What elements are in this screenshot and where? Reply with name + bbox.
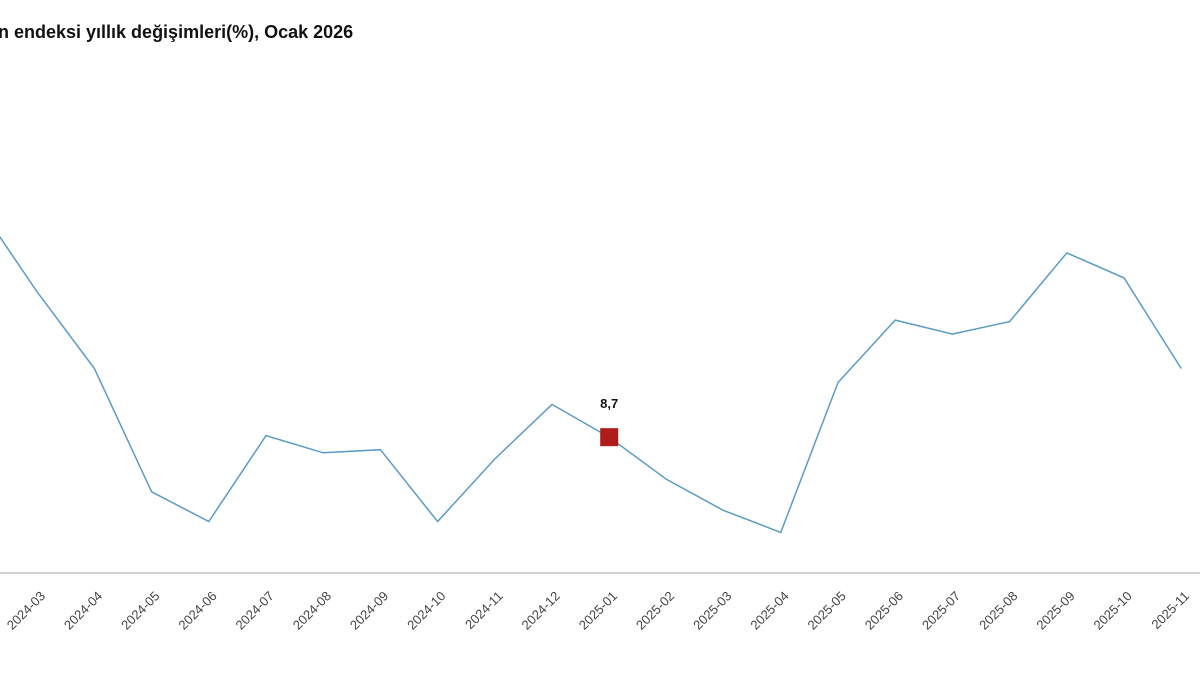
x-tick-label: 2024-04 — [61, 588, 105, 632]
x-tick-label: 2024-03 — [4, 588, 48, 632]
x-tick-label: 2024-05 — [118, 588, 162, 632]
x-tick-label: 2024-10 — [404, 588, 448, 632]
series-line — [0, 235, 1182, 534]
chart-title: n endeksi yıllık değişimleri(%), Ocak 20… — [0, 22, 354, 42]
x-tick-label: 2025-08 — [976, 588, 1020, 632]
x-tick-label: 2025-09 — [1033, 588, 1077, 632]
x-tick-label: 2024-07 — [233, 588, 277, 632]
x-tick-label: 2025-10 — [1091, 588, 1135, 632]
x-tick-label: 2025-06 — [862, 588, 906, 632]
x-tick-label: 2025-03 — [690, 588, 734, 632]
x-tick-label: 2024-08 — [290, 588, 334, 632]
x-tick-label: 2025-07 — [919, 588, 963, 632]
x-tick-label: 2025-05 — [805, 588, 849, 632]
x-tick-label: 2025-11 — [1148, 588, 1192, 632]
x-tick-label: 2024-09 — [347, 588, 391, 632]
x-tick-label: 2024-11 — [462, 588, 506, 632]
x-tick-label: 2025-02 — [633, 588, 677, 632]
x-tick-label: 2025-01 — [576, 588, 620, 632]
x-tick-label: 2025-04 — [747, 588, 791, 632]
highlight-data-label: 8,7 — [600, 396, 618, 411]
x-tick-label: 2024-06 — [175, 588, 219, 632]
x-tick-label: 2024-12 — [519, 588, 563, 632]
highlight-marker — [600, 428, 619, 447]
